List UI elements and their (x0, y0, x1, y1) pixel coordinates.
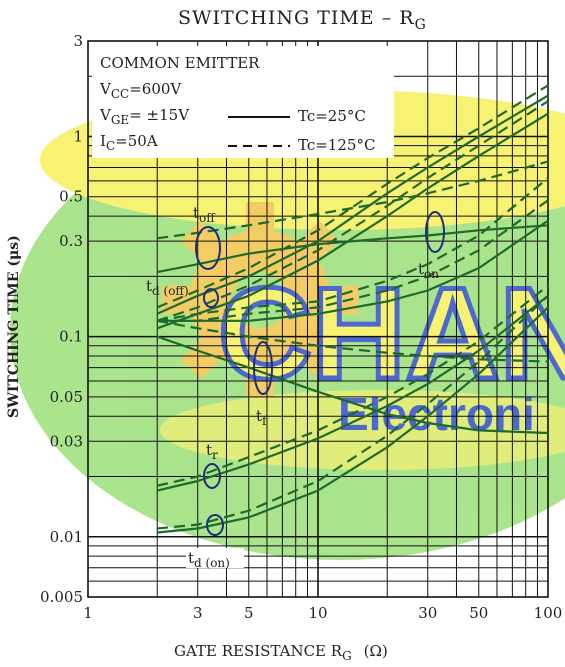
y-tick-label: 0.05 (50, 388, 83, 406)
series-line-toff-0 (156, 224, 549, 274)
series-line-tf-9 (156, 335, 549, 435)
series-line-tdoff-6 (157, 219, 549, 322)
series-line-ton-5 (156, 84, 549, 309)
series-line-tr-12 (156, 284, 549, 487)
y-tick-label: 0.03 (50, 432, 83, 450)
watermark-big-text: CHAN (218, 260, 565, 406)
y-axis-label: SWITCHING TIME (μs) (6, 235, 22, 418)
curve-labels: toff ton td (off) tf tr td (on) (146, 204, 445, 570)
legend-solid-label: Tc=25°C (298, 107, 366, 125)
label-tdon: td (on) (188, 549, 230, 570)
series-line-ton-2 (156, 112, 549, 330)
series-line-tf-10 (156, 319, 549, 363)
marker-tdon (206, 514, 224, 536)
y-tick-label: 0.3 (59, 232, 83, 250)
x-tick-label: 100 (534, 604, 563, 622)
vcc-text: VCC=600V (99, 80, 182, 101)
vge-text: VGE= ±15V (99, 106, 190, 127)
x-axis-label: GATE RESISTANCE RG (Ω) (174, 642, 388, 663)
x-tick-label: 50 (469, 604, 488, 622)
ic-text: IC=50A (100, 132, 158, 153)
x-tick-label: 3 (193, 604, 203, 622)
y-tick-label: 1 (73, 127, 83, 145)
y-ticks: 0.005 0.01 0.03 0.05 0.1 0.3 0.5 1 3 (40, 32, 83, 606)
y-tick-label: 3 (73, 32, 83, 50)
label-tdoff: td (off) (146, 277, 189, 298)
watermark: CHAN Electroni (10, 90, 565, 560)
chart-title: SWITCHING TIME – RG (178, 7, 427, 33)
marker-ton (425, 211, 445, 253)
tdon-label-bg (186, 548, 244, 568)
y-tick-label: 0.01 (50, 528, 83, 546)
x-tick-label: 10 (308, 604, 327, 622)
series-line-tdoff-7 (157, 199, 549, 322)
series-line-tdon-14 (157, 295, 549, 530)
watermark-yellow-band-lower (160, 390, 565, 470)
plot-frame (87, 40, 549, 598)
common-emitter-text: COMMON EMITTER (100, 54, 260, 72)
marker-tr (203, 463, 221, 489)
label-toff: toff (193, 204, 216, 225)
label-tf: tf (256, 407, 268, 428)
legend-dashed-label: Tc=125°C (298, 136, 375, 154)
marker-toff (195, 226, 221, 270)
series-line-tdoff-8 (157, 177, 549, 322)
label-ton: ton (418, 260, 439, 281)
conditions-bg (92, 46, 394, 158)
x-tick-label: 5 (244, 604, 254, 622)
x-ticks: 1 3 5 10 30 50 100 (83, 604, 562, 622)
series-line-tr-11 (156, 294, 549, 492)
y-tick-label: 0.5 (59, 188, 83, 206)
label-tr: tr (206, 441, 218, 462)
marker-tdoff (203, 288, 219, 308)
marker-tf (253, 341, 273, 395)
conditions-note: COMMON EMITTER VCC=600V VGE= ±15V IC=50A… (92, 46, 394, 158)
series-line-toff-1 (157, 160, 549, 240)
curves (156, 84, 549, 534)
x-tick-label: 1 (83, 604, 93, 622)
y-tick-label: 0.005 (40, 588, 83, 606)
y-tick-label: 0.1 (59, 328, 83, 346)
x-tick-label: 30 (418, 604, 437, 622)
